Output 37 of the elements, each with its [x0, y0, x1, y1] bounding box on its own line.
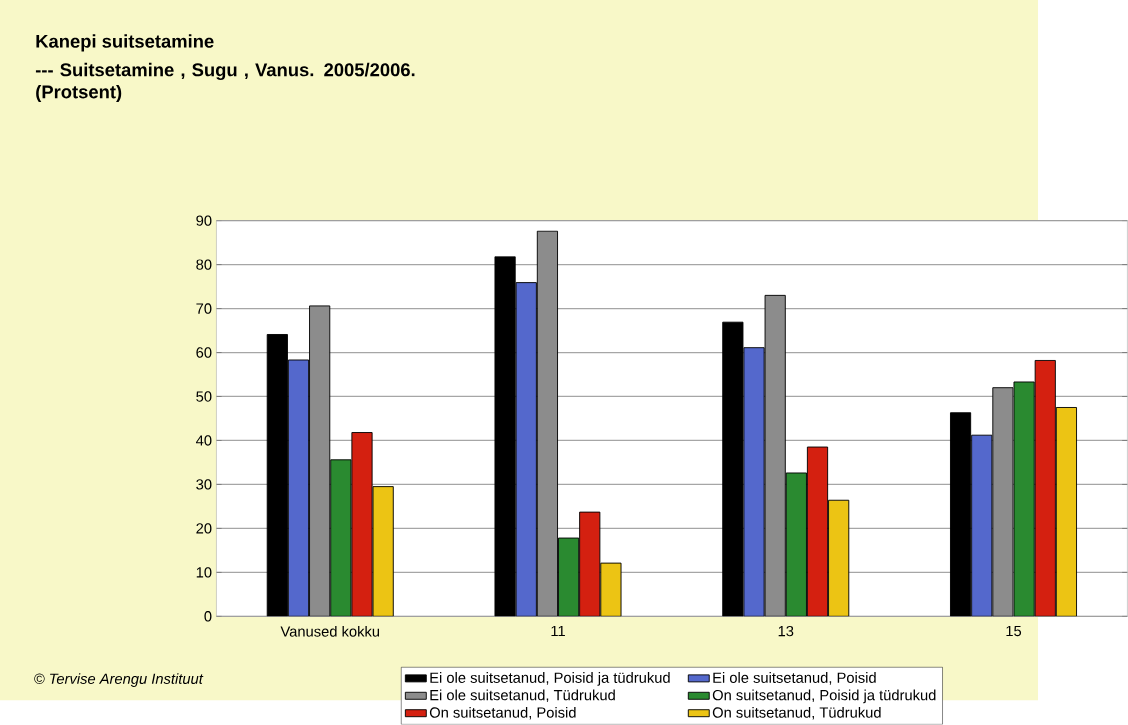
bar: [536, 230, 559, 617]
chart-subtitle: --- Suitsetamine , Sugu , Vanus. 2005/2006. (Protsent): [35, 63, 415, 103]
legend-label: On suitsetanud, Tüdrukud: [712, 707, 881, 720]
y-tick-label: 20: [196, 523, 212, 534]
x-tick-label: 11: [551, 626, 565, 637]
legend-label: Ei ole suitsetanud, Tüdrukud: [430, 689, 615, 703]
x-tick-label: Vanused kokku: [280, 626, 380, 637]
y-tick-label: 50: [196, 391, 212, 402]
y-tick-label: 90: [196, 215, 212, 227]
bar: [971, 434, 993, 617]
y-tick-label: 60: [196, 347, 212, 358]
bar: [992, 387, 1014, 617]
bar: [515, 282, 537, 617]
x-tick-label: 13: [778, 626, 794, 637]
y-tick-label: 70: [196, 303, 212, 314]
bar: [287, 359, 310, 617]
bar: [330, 459, 352, 617]
legend-label: On suitsetanud, Poisid ja tüdrukud: [712, 689, 936, 704]
bar: [579, 511, 601, 617]
y-tick-label: 30: [196, 479, 212, 490]
y-tick-label: 80: [196, 259, 212, 270]
bar: [1034, 360, 1056, 617]
x-tick-label: 15: [1006, 626, 1022, 637]
legend-label: Ei ole suitsetanud, Poisid: [713, 672, 876, 685]
y-tick-label: 40: [196, 435, 212, 446]
legend-label: On suitsetanud, Poisid: [429, 707, 576, 720]
bar: [764, 295, 786, 617]
bar: [558, 537, 580, 617]
y-tick-label: 10: [196, 567, 212, 578]
bar: [806, 446, 829, 617]
y-tick-label: 0: [204, 611, 212, 622]
bar: [785, 472, 807, 617]
legend-label: Ei ole suitsetanud, Poisid ja tüdrukud: [430, 672, 670, 687]
text: © Tervise Arengu Instituut: [34, 673, 204, 688]
bar: [309, 305, 331, 617]
chart-title: Kanepi suitsetamine: [36, 34, 214, 52]
bar: [1013, 381, 1035, 617]
